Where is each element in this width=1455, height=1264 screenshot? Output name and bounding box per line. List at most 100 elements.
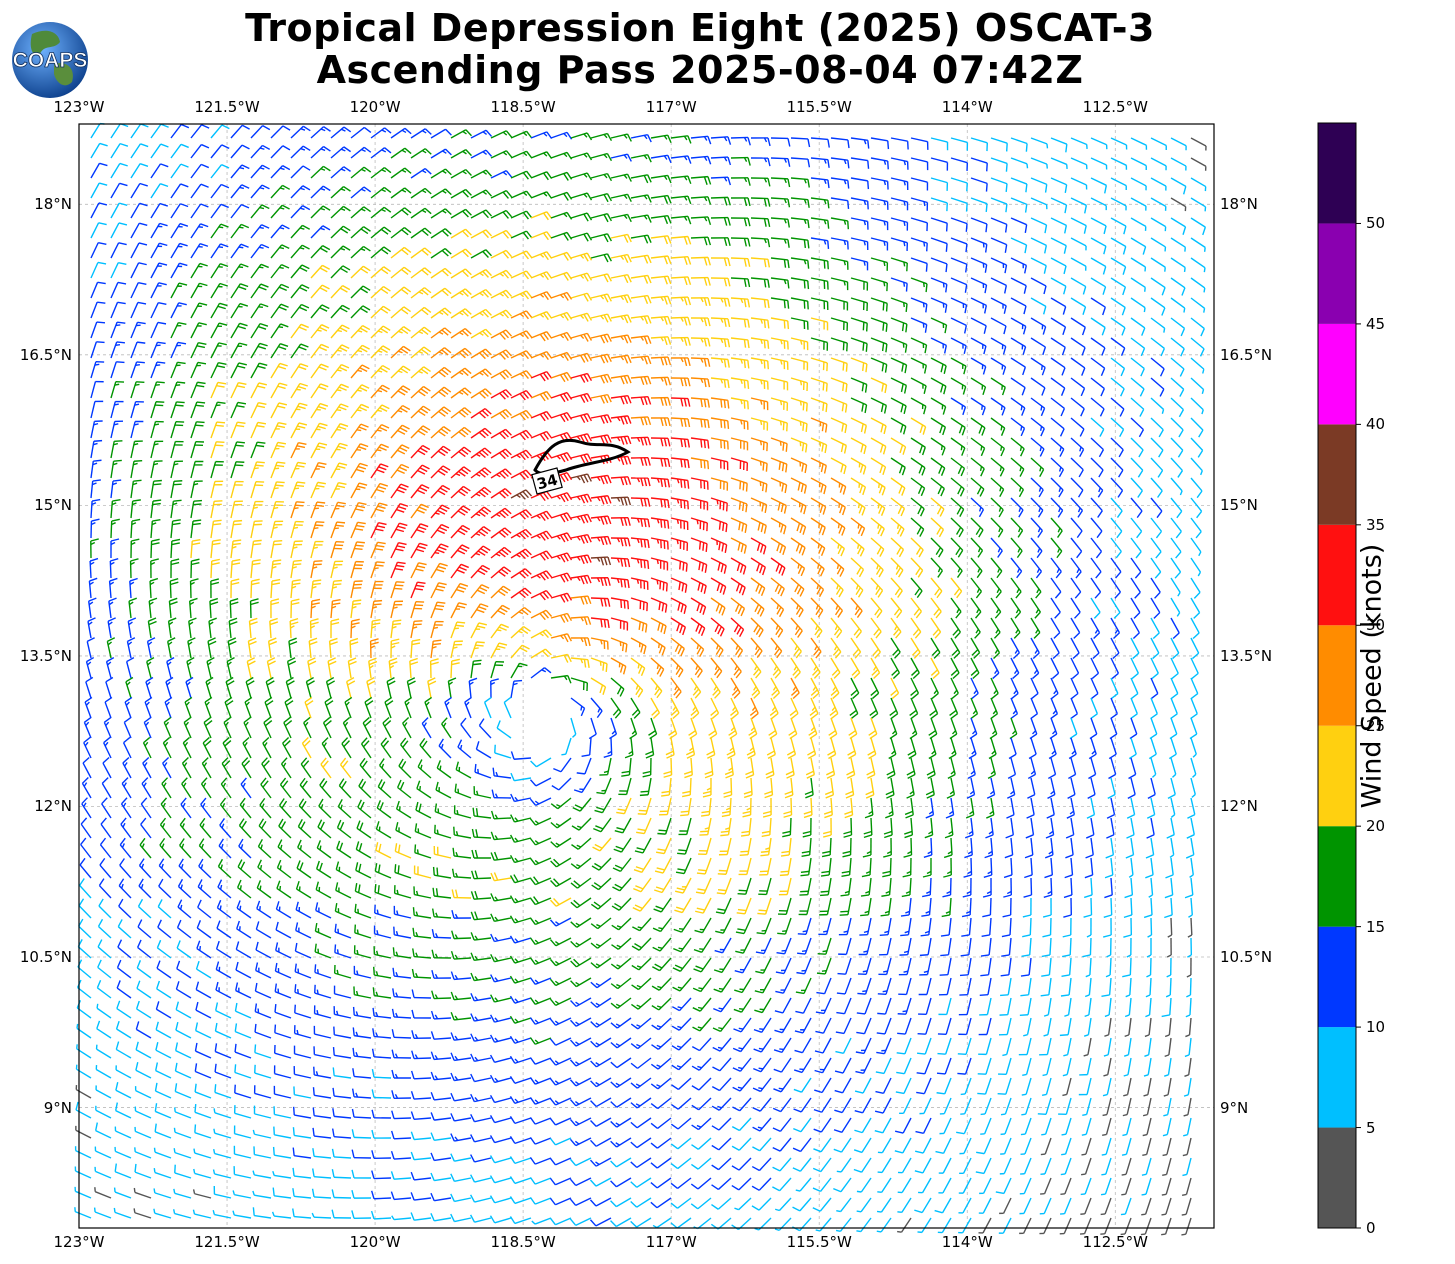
wind-barb [690, 155, 712, 165]
wind-barb [350, 126, 372, 139]
colorbar-label: Wind Speed (knots) [1356, 543, 1388, 809]
wind-barb [950, 137, 969, 151]
wind-barb [630, 133, 652, 143]
wind-barb [730, 156, 751, 166]
wind-barb [370, 147, 392, 159]
wind-barb [1150, 137, 1167, 151]
wind-barb [550, 171, 573, 181]
wind-barb [270, 145, 291, 159]
wind-barb [90, 142, 108, 159]
wind-barb [230, 164, 250, 179]
colorbar-swatch [1318, 725, 1356, 827]
wind-barb [250, 164, 270, 179]
wind-barb [750, 137, 771, 147]
wind-barb [1130, 157, 1147, 171]
wind-barb [1190, 137, 1207, 151]
wind-barb [170, 123, 190, 139]
wind-barb [150, 123, 169, 139]
wind-barb [150, 163, 169, 179]
wind-barb [570, 132, 593, 141]
wind-barb [590, 172, 613, 182]
wind-barb [470, 169, 493, 179]
wind-barb [1190, 157, 1207, 171]
wind-barb [290, 165, 311, 179]
wind-barb [870, 157, 889, 170]
chart-title-line-2: Ascending Pass 2025-08-04 07:42Z [316, 48, 1084, 92]
wind-barb [1050, 137, 1068, 153]
wind-barb [330, 166, 351, 179]
wind-barb [490, 170, 513, 179]
wind-barb [710, 136, 732, 145]
wind-barb [610, 133, 632, 142]
wind-barb [350, 146, 372, 159]
wind-barb [1030, 137, 1049, 149]
wind-barb [550, 151, 573, 160]
wind-barb [390, 147, 412, 159]
wind-barb [130, 163, 149, 179]
wind-barb [330, 126, 352, 139]
wind-barb [310, 145, 331, 159]
colorbar-swatch [1318, 424, 1356, 525]
wind-barb [1170, 157, 1187, 171]
wind-barb [510, 170, 533, 180]
wind-barb [510, 150, 533, 159]
wind-barb [1070, 137, 1088, 149]
wind-barb [910, 157, 929, 171]
wind-barb [370, 127, 392, 139]
wind-barb [210, 164, 230, 179]
colorbar-swatch [1318, 1027, 1356, 1128]
coaps-logo-icon: COAPS [12, 22, 88, 98]
wind-barb [630, 154, 652, 163]
wind-barb [950, 157, 969, 171]
colorbar-tick-label: 50 [1366, 214, 1386, 233]
wind-barb [850, 157, 870, 169]
wind-barb [550, 131, 573, 140]
wind-barb [1130, 137, 1148, 150]
colorbar-swatch [1318, 1127, 1356, 1228]
wind-barb [990, 137, 1008, 152]
colorbar-swatch [1318, 323, 1356, 425]
wind-barb [1030, 157, 1048, 169]
wind-barb [810, 137, 830, 148]
wind-barb [450, 149, 472, 159]
colorbar-swatch [1318, 223, 1356, 324]
wind-barb [190, 163, 210, 179]
wind-barb [790, 157, 811, 168]
colorbar-swatch [1318, 625, 1356, 726]
wind-barb [450, 168, 472, 179]
wind-barb [830, 157, 850, 169]
colorbar-tick-label: 5 [1366, 1118, 1376, 1137]
wind-barb [590, 132, 613, 142]
wind-barb [470, 129, 493, 139]
wind-barb [290, 145, 311, 159]
wind-barb [110, 162, 128, 179]
wind-barb [210, 144, 230, 159]
wind-barb [170, 163, 189, 179]
wind-barb [230, 124, 250, 139]
colorbar-swatch [1318, 826, 1356, 927]
wind-barb [610, 153, 632, 162]
wind-barb [670, 175, 692, 184]
wind-barb [190, 124, 210, 139]
wind-barb [710, 156, 732, 166]
wind-barb [1050, 157, 1068, 169]
wind-barb [250, 124, 271, 139]
wind-barb [430, 148, 452, 159]
wind-barb [390, 127, 412, 139]
colorbar-swatch [1318, 524, 1356, 626]
wind-barb [510, 130, 533, 139]
wind-barb [890, 137, 909, 150]
chart-title-line-1: Tropical Depression Eight (2025) OSCAT-3 [245, 6, 1155, 50]
wind-barb [290, 125, 311, 139]
wind-barb [330, 146, 352, 159]
wind-barb [790, 137, 811, 148]
wind-barb [570, 172, 593, 181]
wind-barb [630, 174, 652, 184]
wind-barb [1010, 137, 1028, 152]
wind-barb [650, 174, 672, 184]
wind-barb [370, 167, 392, 179]
wind-barb [730, 136, 751, 146]
wind-barb [1110, 157, 1128, 170]
wind-barb [1090, 157, 1108, 170]
